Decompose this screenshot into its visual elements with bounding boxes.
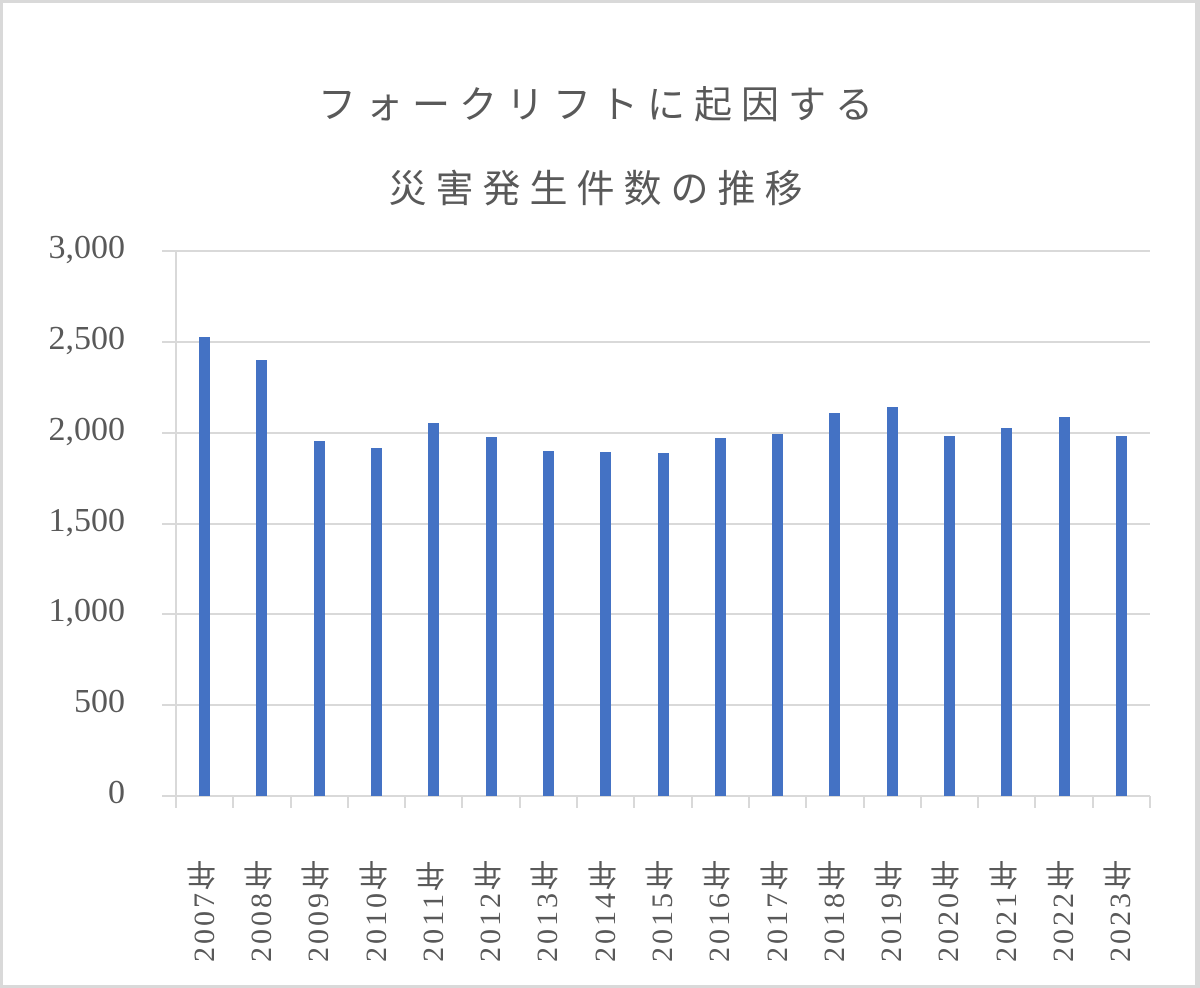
x-tick-label: 2023年: [1104, 857, 1138, 962]
bar-2013年: [542, 451, 554, 796]
x-tick: [805, 796, 808, 808]
gridline: [162, 340, 1150, 343]
y-tick-label: 2,500: [48, 319, 126, 357]
x-tick-label: 2012年: [474, 857, 508, 962]
bar-2008年: [256, 360, 268, 796]
x-tick-label: 2016年: [703, 857, 737, 962]
x-tick: [404, 796, 407, 808]
gridline: [162, 431, 1150, 434]
x-tick-label: 2011年: [416, 858, 450, 962]
x-tick: [1034, 796, 1037, 808]
chart-title-line-2: 災害発生件数の推移: [388, 167, 812, 211]
x-tick-label: 2008年: [244, 857, 278, 962]
x-tick-label: 2022年: [1047, 857, 1081, 962]
y-tick-label: 1,000: [48, 592, 126, 630]
bar-2014年: [600, 452, 612, 796]
bar-2022年: [1058, 417, 1070, 796]
x-tick: [232, 796, 235, 808]
bar-2018年: [829, 413, 841, 796]
x-tick-label: 2010年: [359, 857, 393, 962]
x-tick-label: 2009年: [302, 857, 336, 962]
bar-2021年: [1001, 428, 1013, 796]
y-tick-label: 500: [74, 683, 125, 721]
x-tick-label: 2019年: [875, 857, 909, 962]
x-tick: [1149, 796, 1151, 808]
x-tick: [461, 796, 464, 808]
x-tick-label: 2013年: [531, 857, 565, 962]
bar-2009年: [313, 441, 325, 796]
gridline: [162, 795, 1150, 797]
x-tick: [346, 796, 349, 808]
x-tick-label: 2017年: [760, 857, 794, 962]
x-tick: [1091, 796, 1094, 808]
x-tick: [175, 796, 177, 808]
x-tick-label: 2018年: [817, 857, 851, 962]
x-tick-label: 2014年: [588, 857, 622, 962]
x-tick: [690, 796, 693, 808]
bar-2023年: [1115, 436, 1127, 796]
x-tick: [747, 796, 750, 808]
x-tick-label: 2007年: [187, 857, 221, 962]
y-axis-line: [175, 251, 177, 806]
chart-title-line-1: フォークリフトに起因する: [317, 83, 882, 127]
y-tick-label: 0: [108, 774, 125, 811]
y-tick-label: 2,000: [48, 410, 126, 448]
bar-2010年: [371, 448, 383, 796]
bar-2011年: [428, 423, 440, 796]
x-tick: [576, 796, 579, 808]
y-tick-label: 3,000: [48, 229, 126, 266]
x-tick: [633, 796, 636, 808]
gridline: [162, 522, 1150, 525]
bar-2007年: [199, 337, 211, 796]
bar-2012年: [485, 437, 497, 796]
x-tick: [919, 796, 922, 808]
bar-2019年: [886, 407, 898, 796]
x-tick: [862, 796, 865, 808]
x-tick-label: 2021年: [989, 857, 1023, 962]
bar-2016年: [714, 438, 726, 796]
gridline: [162, 613, 1150, 616]
x-tick-label: 2015年: [646, 857, 679, 962]
gridline: [162, 250, 1150, 252]
bar-2015年: [657, 453, 669, 796]
gridline: [162, 704, 1150, 707]
x-tick: [289, 796, 292, 808]
bar-2020年: [943, 436, 955, 796]
x-tick: [518, 796, 521, 808]
y-tick-label: 1,500: [48, 501, 126, 539]
x-tick: [977, 796, 980, 808]
x-tick-label: 2020年: [932, 857, 966, 962]
bar-2017年: [772, 434, 784, 796]
